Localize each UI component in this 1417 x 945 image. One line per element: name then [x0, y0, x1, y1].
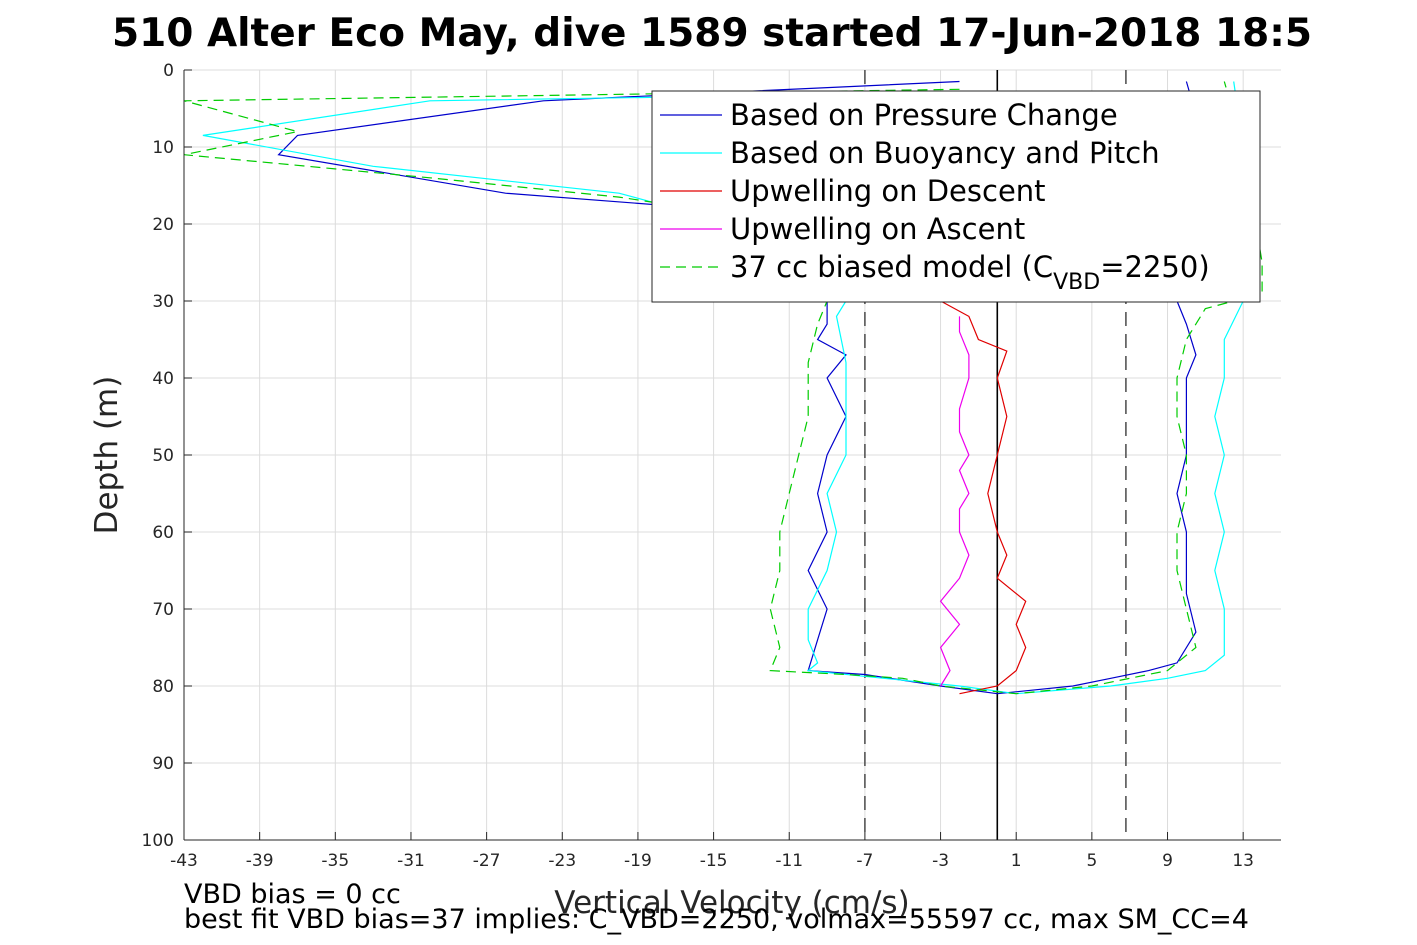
x-tick-label: -23	[548, 851, 576, 871]
footer-line-2: best fit VBD bias=37 implies: C_VBD=2250…	[184, 904, 1249, 935]
y-tick-label: 70	[152, 600, 174, 620]
legend-label: Based on Pressure Change	[730, 98, 1118, 132]
y-ticks: 0 10 20 30 40 50 60 70 80 90 100	[142, 61, 192, 851]
x-tick-label: -31	[397, 851, 425, 871]
x-tick-label: -7	[856, 851, 873, 871]
y-tick-label: 90	[152, 754, 174, 774]
x-tick-label: -15	[700, 851, 728, 871]
x-ticks: -43 -39 -35 -31 -27 -23 -19 -15 -11 -7 -3 1 5 9 13	[170, 832, 1254, 871]
legend-box	[651, 90, 1261, 303]
chart-title: 510 Alter Eco May, dive 1589 started 17-…	[112, 11, 1312, 56]
legend-label: Based on Buoyancy and Pitch	[730, 136, 1160, 170]
y-tick-label: 100	[142, 831, 174, 851]
series-line-3	[940, 300, 1027, 695]
y-axis-label: Depth (m)	[89, 376, 125, 535]
y-tick-label: 30	[152, 292, 174, 312]
series-line-4	[939, 316, 970, 687]
y-tick-label: 20	[152, 215, 174, 235]
legend: Based on Pressure Change Based on Buoyanc…	[651, 90, 1261, 303]
x-tick-label: -39	[246, 851, 274, 871]
y-tick-label: 50	[152, 446, 174, 466]
x-axis-label: Vertical Velocity (cm/s)	[554, 885, 909, 921]
x-tick-label: -27	[473, 851, 501, 871]
y-tick-label: 0	[163, 61, 174, 81]
x-tick-label: 13	[1232, 851, 1254, 871]
legend-label: Upwelling on Descent	[730, 174, 1046, 208]
x-tick-label: -3	[932, 851, 949, 871]
x-tick-label: 9	[1162, 851, 1173, 871]
x-tick-label: -35	[321, 851, 349, 871]
x-tick-label: -11	[775, 851, 803, 871]
y-tick-label: 60	[152, 523, 174, 543]
y-tick-label: 80	[152, 677, 174, 697]
x-tick-label: -19	[624, 851, 652, 871]
footer-line-1: VBD bias = 0 cc	[184, 879, 401, 910]
x-tick-label: 5	[1086, 851, 1097, 871]
legend-label: 37 cc biased model (CVBD=2250)	[730, 250, 1210, 295]
y-tick-label: 40	[152, 369, 174, 389]
y-tick-label: 10	[152, 138, 174, 158]
x-tick-label: 1	[1011, 851, 1022, 871]
x-tick-label: -43	[170, 851, 198, 871]
legend-label: Upwelling on Ascent	[730, 212, 1025, 246]
